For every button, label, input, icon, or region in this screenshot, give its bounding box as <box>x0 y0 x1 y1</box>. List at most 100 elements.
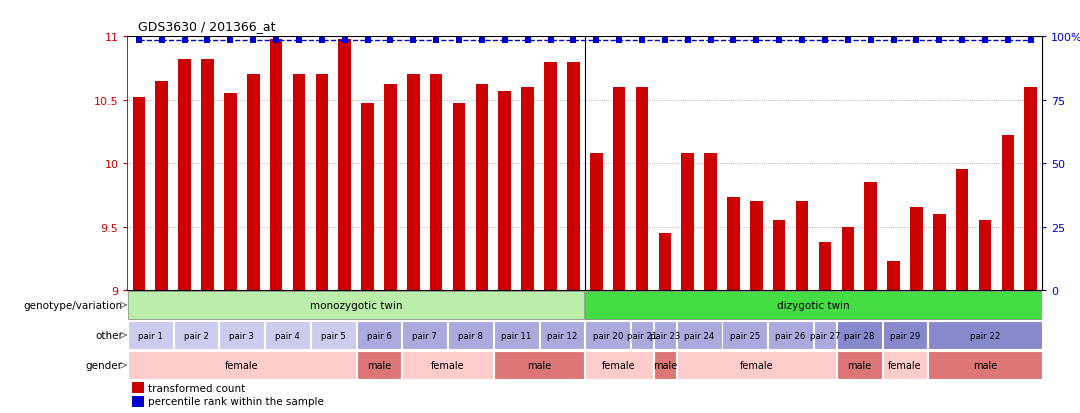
Text: pair 8: pair 8 <box>458 331 483 340</box>
Bar <box>585 351 653 380</box>
Bar <box>494 321 539 349</box>
Text: pair 28: pair 28 <box>845 331 875 340</box>
Bar <box>585 321 630 349</box>
Text: male: male <box>527 361 551 370</box>
Text: genotype/variation: genotype/variation <box>24 300 123 310</box>
Text: female: female <box>225 361 258 370</box>
Bar <box>430 75 443 290</box>
Text: pair 21: pair 21 <box>626 331 657 340</box>
Text: pair 23: pair 23 <box>650 331 680 340</box>
Text: female: female <box>603 361 636 370</box>
Bar <box>224 94 237 290</box>
Bar <box>837 351 881 380</box>
Bar <box>247 75 259 290</box>
Text: GDS3630 / 201366_at: GDS3630 / 201366_at <box>138 20 275 33</box>
Bar <box>681 154 694 290</box>
Text: pair 24: pair 24 <box>684 331 714 340</box>
Bar <box>704 154 717 290</box>
Bar <box>133 98 145 290</box>
Text: male: male <box>367 361 391 370</box>
Bar <box>882 351 928 380</box>
Text: pair 7: pair 7 <box>413 331 437 340</box>
Bar <box>338 40 351 290</box>
Text: pair 6: pair 6 <box>366 331 391 340</box>
Bar <box>978 221 991 290</box>
Bar <box>677 321 721 349</box>
Bar <box>837 321 881 349</box>
Bar <box>156 81 168 290</box>
Bar <box>727 198 740 290</box>
Bar <box>723 321 767 349</box>
Text: pair 11: pair 11 <box>501 331 531 340</box>
Bar <box>929 351 1042 380</box>
Bar <box>219 321 265 349</box>
Bar <box>888 261 900 290</box>
Bar <box>864 183 877 290</box>
Bar <box>293 75 306 290</box>
Text: pair 3: pair 3 <box>229 331 254 340</box>
Bar <box>956 170 969 290</box>
Bar <box>494 351 584 380</box>
Bar <box>882 321 928 349</box>
Text: dizygotic twin: dizygotic twin <box>778 300 850 310</box>
Bar <box>127 321 173 349</box>
Text: pair 27: pair 27 <box>810 331 840 340</box>
Bar <box>174 321 218 349</box>
Bar <box>453 104 465 290</box>
Text: pair 5: pair 5 <box>321 331 346 340</box>
Bar <box>1001 136 1014 290</box>
Bar <box>544 62 557 290</box>
Bar <box>653 321 676 349</box>
Bar <box>567 62 580 290</box>
Text: pair 29: pair 29 <box>890 331 920 340</box>
Bar <box>362 104 374 290</box>
Text: male: male <box>847 361 872 370</box>
Bar <box>814 321 836 349</box>
Bar <box>659 233 671 290</box>
Text: transformed count: transformed count <box>148 383 245 393</box>
Text: pair 22: pair 22 <box>970 331 1000 340</box>
Text: pair 4: pair 4 <box>275 331 300 340</box>
Bar <box>499 92 511 290</box>
Text: female: female <box>888 361 922 370</box>
Bar <box>522 88 534 290</box>
Text: pair 1: pair 1 <box>138 331 163 340</box>
Bar <box>933 214 946 290</box>
Bar <box>773 221 785 290</box>
Bar <box>590 154 603 290</box>
Bar <box>1025 88 1037 290</box>
Text: pair 25: pair 25 <box>730 331 760 340</box>
Bar <box>750 202 762 290</box>
Bar <box>841 227 854 290</box>
Text: female: female <box>431 361 464 370</box>
Bar <box>403 351 492 380</box>
Bar <box>910 208 922 290</box>
Bar <box>403 321 447 349</box>
Bar <box>636 88 648 290</box>
Text: gender: gender <box>86 361 123 370</box>
Text: pair 2: pair 2 <box>184 331 208 340</box>
Text: percentile rank within the sample: percentile rank within the sample <box>148 396 323 406</box>
Bar <box>677 351 836 380</box>
Bar <box>407 75 420 290</box>
Bar <box>384 85 396 290</box>
Text: pair 12: pair 12 <box>546 331 577 340</box>
Bar <box>448 321 492 349</box>
Bar <box>540 321 584 349</box>
Bar <box>631 321 653 349</box>
Bar <box>612 88 625 290</box>
Bar <box>178 60 191 290</box>
Bar <box>265 321 310 349</box>
Text: male: male <box>973 361 997 370</box>
Bar <box>585 291 1042 319</box>
Bar <box>653 351 676 380</box>
Bar <box>132 382 144 393</box>
Bar <box>132 396 144 407</box>
Bar <box>475 85 488 290</box>
Bar <box>929 321 1042 349</box>
Text: male: male <box>652 361 677 370</box>
Bar <box>315 75 328 290</box>
Bar <box>356 351 402 380</box>
Text: pair 20: pair 20 <box>593 331 623 340</box>
Bar <box>796 202 808 290</box>
